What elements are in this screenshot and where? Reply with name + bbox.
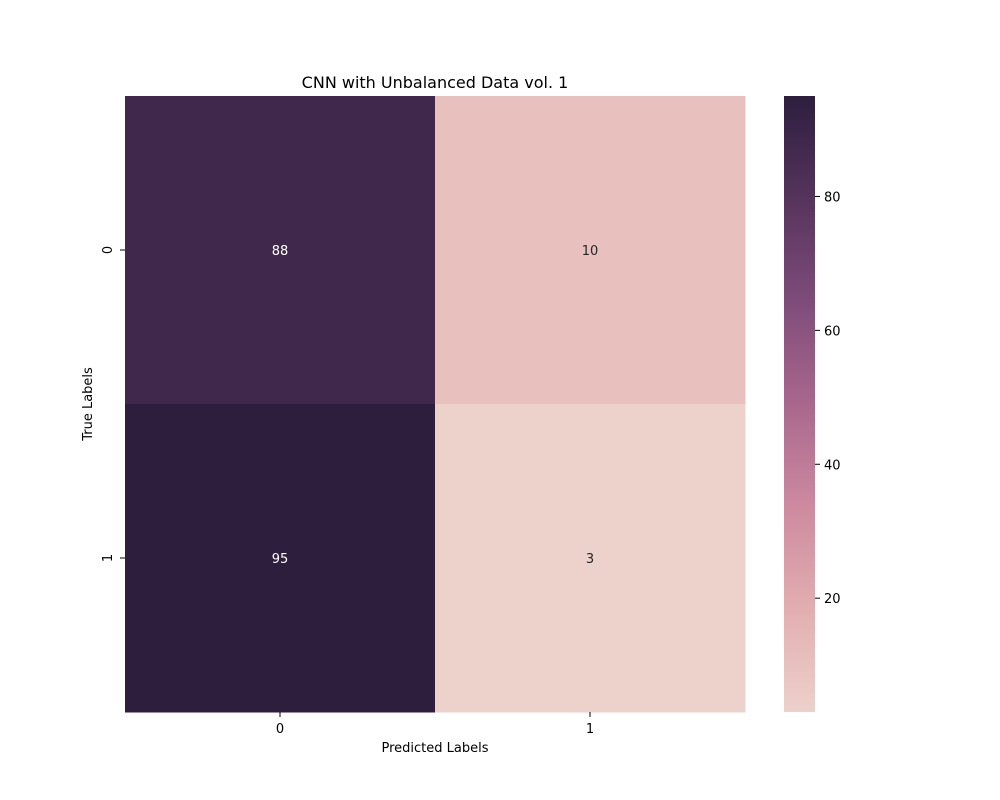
- y-tick-label: 0: [101, 246, 116, 254]
- y-axis: 01: [101, 246, 125, 562]
- heatmap-cell: [435, 96, 746, 405]
- y-tick-label: 1: [101, 554, 116, 562]
- colorbar-ticks: 20 40 60 80: [815, 190, 841, 607]
- heatmap-cells: 88 10 95 3: [125, 96, 746, 713]
- cell-value-label: 10: [582, 244, 599, 259]
- heatmap-cell: [125, 96, 436, 405]
- chart-title: CNN with Unbalanced Data vol. 1: [302, 73, 569, 92]
- x-axis-label: Predicted Labels: [381, 741, 488, 756]
- heatmap-cell: [125, 404, 436, 713]
- colorbar-tick-label: 20: [824, 592, 841, 607]
- colorbar-tick-label: 60: [824, 324, 841, 339]
- colorbar-tick-label: 40: [824, 458, 841, 473]
- cell-value-label: 88: [272, 244, 289, 259]
- cell-value-label: 95: [272, 552, 289, 567]
- cell-value-label: 3: [586, 552, 594, 567]
- colorbar: 20 40 60 80: [784, 96, 841, 712]
- colorbar-gradient: [784, 96, 815, 712]
- x-tick-label: 0: [276, 722, 284, 737]
- y-axis-label: True Labels: [81, 367, 96, 442]
- heatmap-cell: [435, 404, 746, 713]
- colorbar-tick-label: 80: [824, 190, 841, 205]
- x-tick-label: 1: [586, 722, 594, 737]
